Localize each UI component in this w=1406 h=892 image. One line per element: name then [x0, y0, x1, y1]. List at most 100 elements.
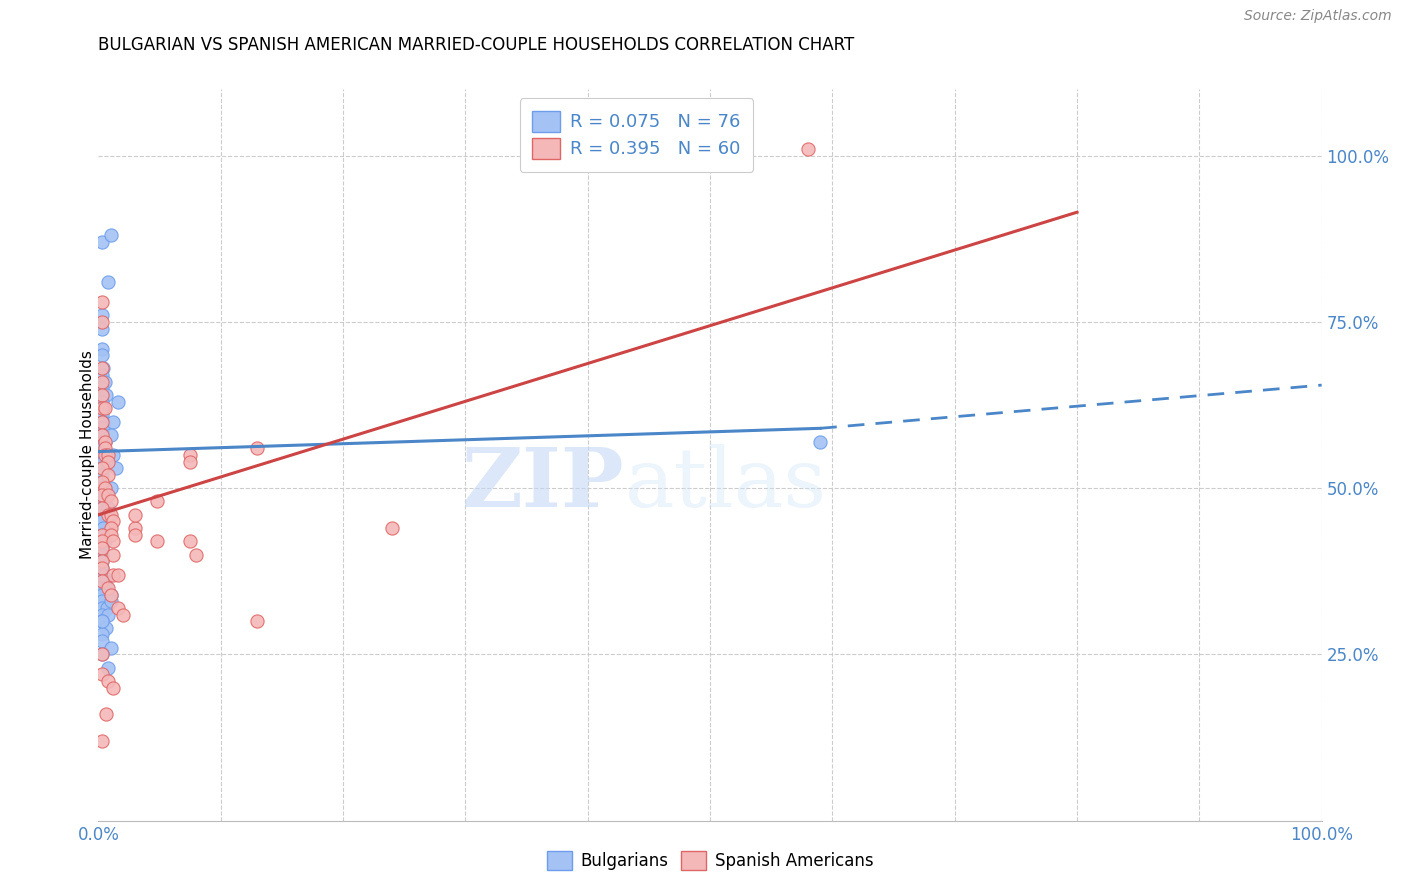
- Point: [91, 401, 114, 416]
- Point: [91, 521, 114, 535]
- Point: [91, 401, 114, 416]
- Point: [146, 494, 169, 508]
- Point: [91, 461, 114, 475]
- Point: [91, 388, 114, 402]
- Point: [179, 454, 201, 468]
- Point: [96, 600, 118, 615]
- Point: [91, 434, 114, 449]
- Point: [91, 428, 114, 442]
- Point: [246, 614, 269, 628]
- Point: [146, 534, 169, 549]
- Point: [808, 434, 831, 449]
- Point: [101, 548, 124, 562]
- Point: [91, 481, 114, 495]
- Point: [91, 567, 114, 582]
- Point: [101, 567, 124, 582]
- Point: [91, 508, 114, 522]
- Point: [93, 434, 115, 449]
- Point: [93, 481, 115, 495]
- Point: [91, 415, 114, 429]
- Point: [91, 627, 114, 641]
- Point: [91, 461, 114, 475]
- Point: [91, 348, 114, 362]
- Point: [124, 521, 146, 535]
- Point: [91, 554, 114, 568]
- Point: [91, 361, 114, 376]
- Point: [91, 415, 114, 429]
- Point: [91, 401, 114, 416]
- Point: [91, 541, 114, 555]
- Point: [100, 228, 122, 243]
- Point: [100, 527, 122, 541]
- Point: [91, 295, 114, 310]
- Point: [91, 734, 114, 748]
- Point: [91, 527, 114, 541]
- Point: [100, 521, 122, 535]
- Point: [91, 454, 114, 468]
- Point: [100, 588, 122, 602]
- Point: [97, 607, 120, 622]
- Point: [91, 548, 114, 562]
- Point: [91, 442, 114, 456]
- Point: [91, 567, 114, 582]
- Point: [107, 394, 129, 409]
- Point: [91, 541, 114, 555]
- Point: [100, 594, 122, 608]
- Point: [246, 442, 269, 456]
- Point: [97, 673, 120, 688]
- Point: [91, 494, 114, 508]
- Point: [91, 574, 114, 589]
- Point: [91, 454, 114, 468]
- Point: [91, 634, 114, 648]
- Point: [94, 621, 117, 635]
- Point: [93, 434, 115, 449]
- Point: [97, 448, 120, 462]
- Point: [93, 375, 115, 389]
- Point: [97, 501, 120, 516]
- Point: [100, 508, 122, 522]
- Point: [101, 415, 124, 429]
- Point: [91, 554, 114, 568]
- Point: [101, 448, 124, 462]
- Point: [91, 614, 114, 628]
- Point: [100, 428, 122, 442]
- Point: [91, 607, 114, 622]
- Point: [97, 454, 120, 468]
- Point: [100, 494, 122, 508]
- Point: [91, 488, 114, 502]
- Text: BULGARIAN VS SPANISH AMERICAN MARRIED-COUPLE HOUSEHOLDS CORRELATION CHART: BULGARIAN VS SPANISH AMERICAN MARRIED-CO…: [98, 36, 855, 54]
- Point: [91, 515, 114, 529]
- Point: [91, 448, 114, 462]
- Point: [91, 475, 114, 489]
- Point: [97, 275, 120, 289]
- Point: [91, 488, 114, 502]
- Point: [91, 408, 114, 422]
- Point: [97, 467, 120, 482]
- Point: [91, 375, 114, 389]
- Point: [91, 461, 114, 475]
- Point: [91, 527, 114, 541]
- Point: [107, 600, 129, 615]
- Point: [91, 475, 114, 489]
- Point: [91, 534, 114, 549]
- Point: [381, 521, 404, 535]
- Point: [91, 467, 114, 482]
- Point: [91, 421, 114, 435]
- Point: [97, 581, 120, 595]
- Point: [91, 388, 114, 402]
- Point: [179, 448, 201, 462]
- Point: [91, 428, 114, 442]
- Point: [107, 567, 129, 582]
- Point: [91, 594, 114, 608]
- Point: [91, 561, 114, 575]
- Point: [91, 561, 114, 575]
- Point: [100, 481, 122, 495]
- Point: [91, 534, 114, 549]
- Point: [91, 321, 114, 335]
- Point: [97, 488, 120, 502]
- Point: [101, 515, 124, 529]
- Point: [91, 421, 114, 435]
- Y-axis label: Married-couple Households: Married-couple Households: [80, 351, 94, 559]
- Point: [124, 508, 146, 522]
- Point: [91, 342, 114, 356]
